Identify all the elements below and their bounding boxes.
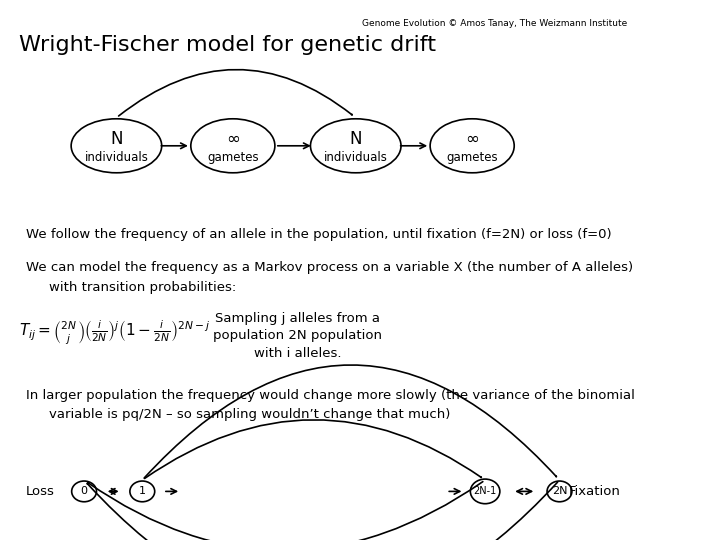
Text: $T_{ij} = \binom{2N}{j}\left(\frac{i}{2N}\right)^j\left(1 - \frac{i}{2N}\right)^: $T_{ij} = \binom{2N}{j}\left(\frac{i}{2N… bbox=[19, 318, 210, 346]
Text: individuals: individuals bbox=[324, 151, 387, 164]
Text: 0: 0 bbox=[81, 487, 88, 496]
Text: with i alleles.: with i alleles. bbox=[253, 347, 341, 360]
Text: Wright-Fischer model for genetic drift: Wright-Fischer model for genetic drift bbox=[19, 35, 436, 55]
FancyArrowPatch shape bbox=[119, 70, 352, 116]
Text: N: N bbox=[110, 130, 122, 148]
Text: In larger population the frequency would change more slowly (the variance of the: In larger population the frequency would… bbox=[26, 389, 635, 402]
Text: gametes: gametes bbox=[207, 151, 258, 164]
FancyArrowPatch shape bbox=[144, 365, 557, 478]
Text: ∞: ∞ bbox=[465, 130, 479, 148]
Text: We can model the frequency as a Markov process on a variable X (the number of A : We can model the frequency as a Markov p… bbox=[26, 261, 633, 274]
FancyArrowPatch shape bbox=[88, 482, 483, 540]
Text: with transition probabilities:: with transition probabilities: bbox=[48, 281, 235, 294]
Text: N: N bbox=[349, 130, 362, 148]
Text: 1: 1 bbox=[139, 487, 145, 496]
FancyArrowPatch shape bbox=[145, 420, 481, 478]
Text: Genome Evolution © Amos Tanay, The Weizmann Institute: Genome Evolution © Amos Tanay, The Weizm… bbox=[362, 19, 627, 28]
Text: ∞: ∞ bbox=[226, 130, 240, 148]
Text: 2N: 2N bbox=[552, 487, 567, 496]
Text: Sampling j alleles from a: Sampling j alleles from a bbox=[215, 312, 380, 325]
Text: We follow the frequency of an allele in the population, until fixation (f=2N) or: We follow the frequency of an allele in … bbox=[26, 228, 611, 241]
Text: Loss: Loss bbox=[26, 485, 55, 498]
Text: 2N-1: 2N-1 bbox=[474, 487, 497, 496]
Text: variable is pq/2N – so sampling wouldn’t change that much): variable is pq/2N – so sampling wouldn’t… bbox=[48, 408, 450, 421]
Text: population 2N population: population 2N population bbox=[213, 329, 382, 342]
Text: individuals: individuals bbox=[84, 151, 148, 164]
Text: Fixation: Fixation bbox=[569, 485, 621, 498]
Text: gametes: gametes bbox=[446, 151, 498, 164]
FancyArrowPatch shape bbox=[87, 482, 557, 540]
